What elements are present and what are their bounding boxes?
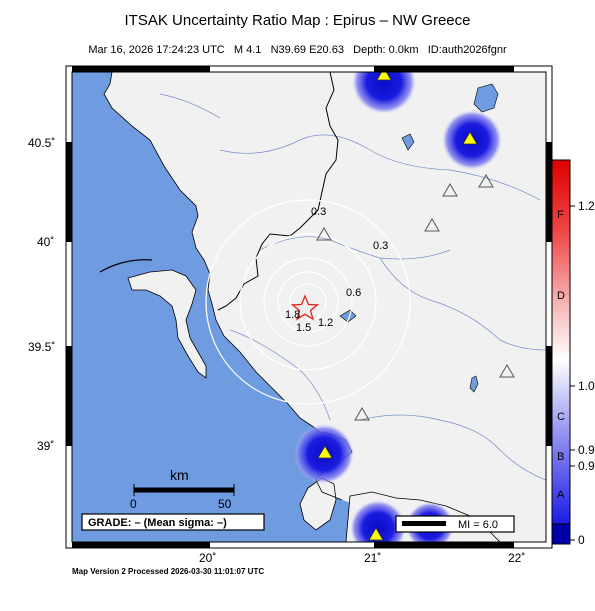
colorbar-value: 1.2 <box>578 199 595 213</box>
contour-label: 1.8 <box>285 309 300 321</box>
uncertainty-blob <box>350 500 406 542</box>
lat-label: 40˚ <box>37 235 54 249</box>
event-info: Mar 16, 2026 17:24:23 UTC M 4.1 N39.69 E… <box>88 44 507 56</box>
grade-box: GRADE: – (Mean sigma: –) <box>81 513 265 531</box>
map-title: ITSAK Uncertainty Ratio Map : Epirus – N… <box>124 12 471 29</box>
lake-ohrid <box>473 83 499 113</box>
colorbar-value: 0 <box>578 533 585 547</box>
contour-label: 0.3 <box>311 206 326 218</box>
lon-label: 20˚ <box>199 551 216 565</box>
mi-box: MI = 6.0 <box>395 515 515 533</box>
contour-label: 1.2 <box>318 317 333 329</box>
scale-bar: km 0 50 <box>130 467 235 511</box>
uncertainty-blob <box>352 72 416 114</box>
colorbar-value: 1.0 <box>578 379 595 393</box>
lake-small <box>469 375 479 393</box>
footer-note: Map Version 2 Processed 2026-03-30 11:01… <box>72 567 265 576</box>
national-border <box>217 72 339 311</box>
map-frame-ticks <box>66 66 552 548</box>
lon-label: 22˚ <box>508 551 525 565</box>
lat-label: 39˚ <box>37 439 54 453</box>
uncertainty-contours <box>205 199 411 405</box>
corfu-island <box>127 269 207 379</box>
grade-text: GRADE: – (Mean sigma: –) <box>88 517 227 529</box>
ionian-sea <box>72 72 494 542</box>
grade-letter: A <box>557 489 565 501</box>
colorbar-value: 0.9 <box>578 443 595 457</box>
scale-right: 50 <box>218 497 232 511</box>
contour-labels: 0.3 0.3 0.6 1.2 1.5 1.8 <box>285 206 388 334</box>
epicenter-star <box>290 294 320 321</box>
colorbar: F D C B A 1.2 1.0 0.9 0.9 0 <box>551 159 595 547</box>
contour-label: 1.5 <box>296 322 311 334</box>
grade-letter: F <box>557 209 564 221</box>
lat-label: 40.5˚ <box>28 136 55 150</box>
scale-left: 0 <box>130 497 137 511</box>
contour-label: 0.3 <box>373 240 388 252</box>
lake-prespa <box>401 133 415 151</box>
mi-text: MI = 6.0 <box>458 519 498 531</box>
grade-letter: C <box>557 411 565 423</box>
lat-label: 39.5˚ <box>28 340 55 354</box>
lon-label: 21˚ <box>364 551 381 565</box>
stations-filled <box>317 72 478 541</box>
stations-hollow <box>316 174 515 421</box>
lake-ioannina <box>339 309 357 323</box>
grade-letter: B <box>557 451 564 463</box>
colorbar-value: 0.9 <box>578 459 595 473</box>
grade-letter: D <box>557 290 565 302</box>
contour-label: 0.6 <box>346 287 361 299</box>
axis-labels: 40.5˚ 40˚ 39.5˚ 39˚ 20˚ 21˚ 22˚ <box>28 136 525 565</box>
scale-title: km <box>170 467 189 483</box>
